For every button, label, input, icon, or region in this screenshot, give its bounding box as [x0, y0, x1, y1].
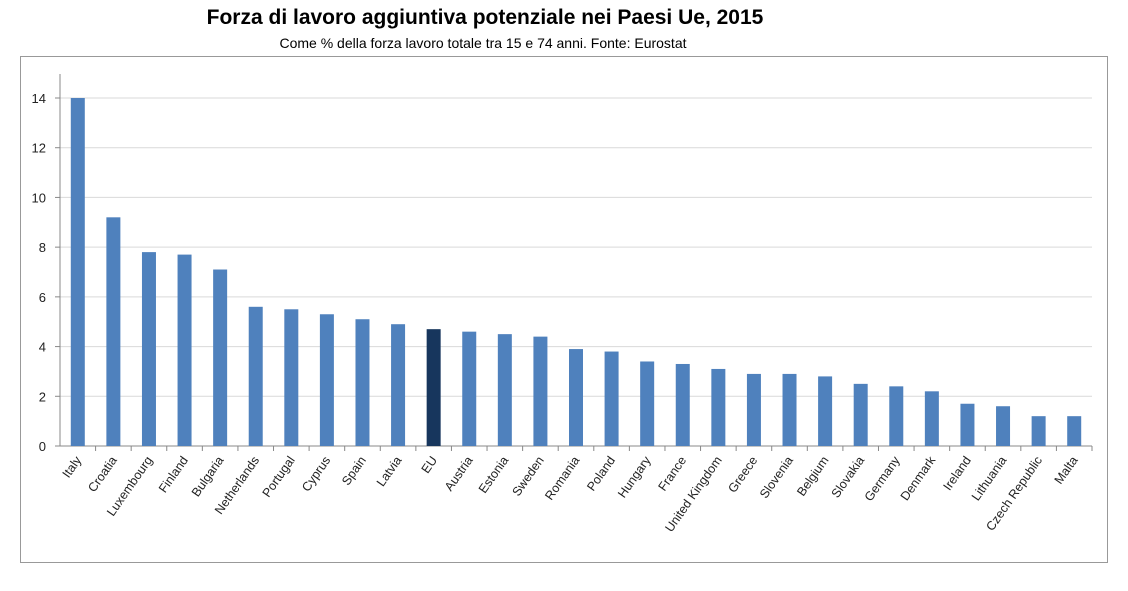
bar-croatia: [106, 217, 121, 446]
chart-subtitle: Come % della forza lavoro totale tra 15 …: [279, 35, 687, 51]
x-tick-label: Cyprus: [299, 454, 333, 494]
y-tick-label: 4: [39, 340, 46, 355]
x-tick-label: Spain: [339, 454, 369, 488]
bar-spain: [355, 319, 370, 446]
x-tick-label: Sweden: [509, 454, 546, 499]
x-tick-label: Austria: [442, 454, 476, 494]
x-tick-label: Poland: [584, 454, 618, 494]
y-tick-label: 6: [39, 290, 46, 305]
bar-austria: [462, 331, 477, 446]
y-tick-label: 0: [39, 439, 46, 454]
bar-france: [675, 363, 690, 446]
bar-eu: [426, 329, 441, 446]
bar-slovenia: [782, 373, 797, 446]
bar-latvia: [391, 324, 406, 446]
bar-romania: [569, 349, 583, 446]
bar-bulgaria: [213, 269, 228, 446]
bar-italy: [70, 98, 85, 446]
bar-united-kingdom: [711, 368, 726, 446]
bar-netherlands: [248, 306, 263, 446]
bar-finland: [177, 254, 192, 446]
y-tick-label: 14: [32, 91, 46, 106]
bar-denmark: [924, 391, 939, 446]
bar-poland: [604, 351, 619, 446]
x-tick-label: Denmark: [898, 453, 939, 503]
chart-title: Forza di lavoro aggiuntiva potenziale ne…: [206, 6, 764, 29]
bar-estonia: [497, 334, 512, 446]
x-tick-label: Croatia: [85, 454, 120, 495]
bar-cyprus: [319, 314, 334, 446]
bar-belgium: [818, 376, 833, 446]
x-tick-label: France: [655, 454, 689, 494]
x-tick-label: EU: [419, 454, 440, 476]
x-tick-label: Estonia: [476, 454, 511, 496]
bar-lithuania: [996, 406, 1011, 446]
y-tick-label: 8: [39, 240, 46, 255]
x-tick-label: Finland: [156, 454, 191, 496]
x-tick-label: Belgium: [794, 454, 831, 499]
x-tick-label: Bulgaria: [189, 454, 227, 500]
bar-malta: [1067, 416, 1082, 446]
bar-hungary: [640, 361, 655, 446]
x-tick-label: Slovenia: [757, 454, 796, 501]
x-tick-label: Italy: [60, 453, 85, 480]
bar-sweden: [533, 336, 548, 446]
x-tick-label: Romania: [542, 454, 582, 503]
bar-germany: [889, 386, 904, 446]
bar-greece: [746, 373, 761, 446]
chart-frame: [20, 56, 1108, 563]
x-tick-label: Hungary: [615, 453, 654, 500]
x-tick-label: Latvia: [374, 454, 405, 489]
x-tick-label: Germany: [862, 453, 903, 504]
y-tick-label: 10: [32, 190, 46, 205]
bar-ireland: [960, 403, 975, 446]
bar-slovakia: [853, 383, 868, 446]
x-tick-label: Portugal: [260, 454, 298, 500]
bar-portugal: [284, 309, 299, 446]
y-tick-label: 12: [32, 141, 46, 156]
x-tick-label: Slovakia: [829, 454, 868, 501]
x-tick-label: Greece: [725, 454, 760, 496]
y-tick-label: 2: [39, 389, 46, 404]
x-tick-label: Ireland: [941, 454, 974, 493]
bar-czech-republic: [1031, 416, 1046, 446]
bar-luxembourg: [141, 252, 156, 446]
x-tick-label: Malta: [1052, 454, 1081, 487]
